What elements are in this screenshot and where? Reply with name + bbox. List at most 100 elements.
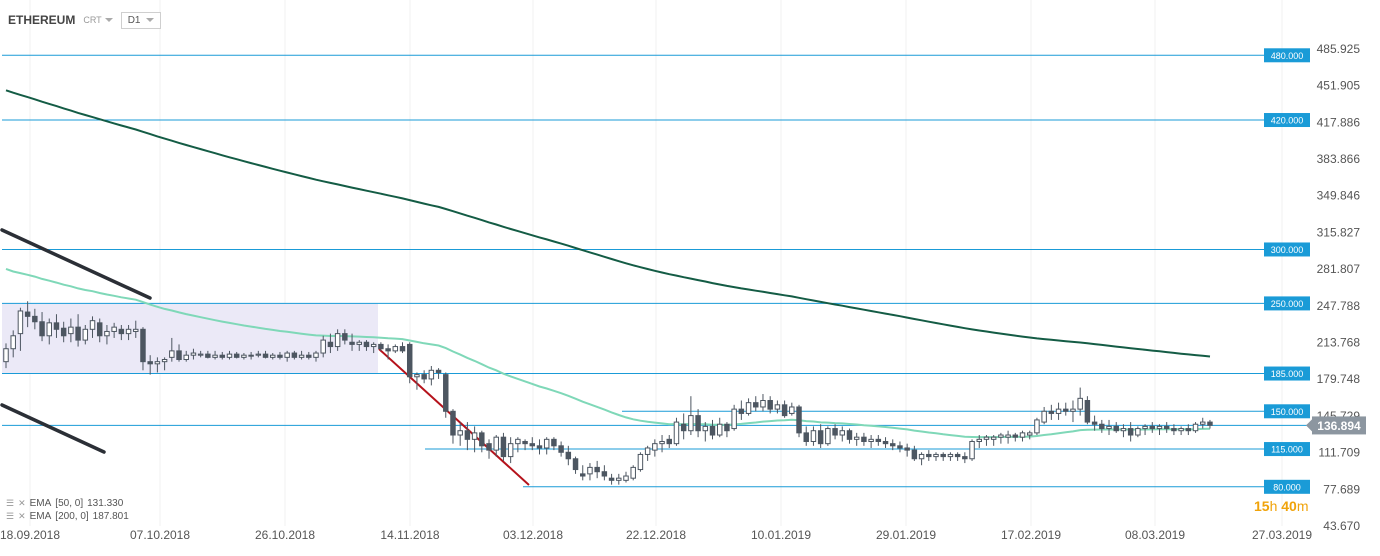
candle-body (457, 430, 463, 436)
candle-body (428, 369, 435, 380)
candle-body (760, 400, 766, 408)
candle-body (450, 410, 456, 436)
candle-body (104, 330, 110, 337)
candle-body (1048, 410, 1055, 414)
candle-body (616, 477, 622, 481)
candle-body (414, 374, 420, 378)
candle-body (724, 423, 730, 432)
candle-body (954, 453, 961, 458)
current-price-tag-arrow (1306, 419, 1312, 432)
chart-type-select[interactable]: CRT (83, 15, 113, 25)
y-tick-label: 383.866 (1317, 152, 1361, 166)
candle-body (601, 471, 608, 477)
candle-body (277, 354, 283, 358)
candle-body (753, 402, 759, 408)
y-tick-label: 349.846 (1317, 189, 1361, 203)
level-tag (1264, 296, 1310, 311)
candle-body (133, 328, 139, 332)
x-tick-label: 10.01.2019 (751, 528, 811, 542)
y-tick-label: 485.925 (1317, 42, 1361, 56)
candle-body (926, 453, 932, 458)
timeframe-label: D1 (127, 14, 141, 26)
y-tick-label: 111.709 (1318, 446, 1360, 460)
candle-body (1135, 428, 1141, 436)
candle-body (594, 466, 600, 473)
candle-body (363, 341, 370, 348)
candle-body (702, 425, 709, 432)
candle-body (1012, 434, 1019, 438)
candle-body (82, 328, 89, 341)
candle-body (464, 430, 471, 440)
candle-body (810, 430, 817, 442)
timeframe-select[interactable]: D1 (120, 11, 162, 29)
y-tick-label: 179.748 (1317, 372, 1361, 386)
candle-body (933, 453, 939, 458)
candle-body (233, 353, 240, 358)
candle-body (96, 322, 103, 337)
candle-body (226, 353, 233, 358)
candle-body (125, 328, 132, 335)
candle-body (471, 432, 478, 440)
candle-body (1200, 421, 1206, 425)
settings-icon[interactable]: ☰ (6, 511, 15, 521)
candle-body (1106, 425, 1112, 430)
level-tag-label: 185.000 (1271, 369, 1304, 379)
candle-body (983, 436, 990, 440)
candle-body (1019, 432, 1026, 438)
candle-body (140, 328, 146, 363)
candle-body (1207, 421, 1213, 426)
candle-body (738, 408, 745, 414)
candle-body (313, 352, 319, 358)
legend-ema200-label: EMA (29, 511, 52, 522)
candle-body (947, 453, 954, 458)
candle-body (306, 354, 312, 358)
candle-body (904, 447, 910, 451)
candle-body (1034, 419, 1040, 434)
candle-body (53, 322, 60, 330)
candle-body (507, 443, 514, 458)
candle-body (212, 354, 218, 358)
candle-body (1063, 408, 1069, 412)
level-tag (1264, 242, 1310, 257)
candle-body (479, 432, 485, 447)
x-tick-label: 17.02.2019 (1001, 528, 1061, 542)
candle-body (666, 438, 672, 445)
candle-body (940, 453, 946, 458)
candle-body (320, 339, 326, 354)
candle-body (39, 321, 45, 337)
candle-body (608, 477, 615, 481)
candle-body (587, 466, 593, 475)
legend-ema200-params: [200, 0] (55, 511, 89, 522)
candle-body (817, 430, 824, 445)
y-tick-label: 417.886 (1317, 115, 1361, 129)
candle-body (897, 445, 903, 449)
candle-body (10, 335, 16, 350)
candle-body (551, 438, 557, 447)
x-tick-label: 07.10.2018 (130, 528, 190, 542)
candle-body (183, 354, 189, 361)
candle-body (1084, 400, 1091, 423)
candle-body (1077, 397, 1083, 410)
close-icon[interactable]: ✕ (18, 511, 26, 521)
candle-body (241, 354, 247, 358)
countdown-hours: 15 (1254, 498, 1270, 514)
candle-body (291, 352, 298, 358)
candle-body (623, 475, 629, 481)
settings-icon[interactable]: ☰ (6, 498, 15, 508)
candle-body (853, 436, 860, 440)
candle-body (637, 453, 644, 471)
candle-body (529, 443, 536, 447)
x-tick-label: 27.03.2019 (1252, 528, 1312, 542)
candle-body (644, 447, 651, 455)
candle-body (522, 440, 528, 445)
candle-body (1070, 408, 1076, 412)
legend-ema50-value: 131.330 (87, 498, 124, 509)
close-icon[interactable]: ✕ (18, 498, 26, 508)
x-tick-label: 29.01.2019 (876, 528, 936, 542)
candle-body (46, 322, 52, 337)
candle-body (147, 361, 153, 365)
x-tick-label: 14.11.2018 (380, 528, 439, 542)
legend-ema50-label: EMA (29, 498, 52, 509)
